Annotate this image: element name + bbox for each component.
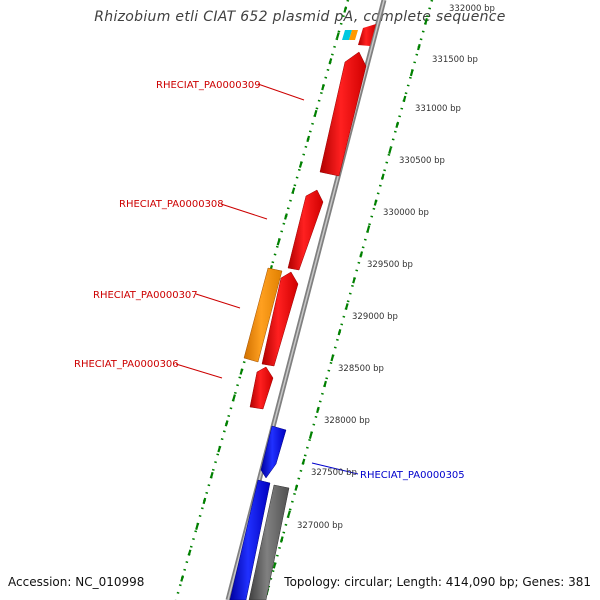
major-tick [321,84,325,91]
major-tick [343,6,348,13]
scale-label: 330500 bp [399,156,445,166]
gene-labels: RHECIAT_PA0000309 RHECIAT_PA0000308 RHEC… [74,80,465,481]
major-tick [308,432,313,439]
cds-rheciat-pa0000308 [287,189,324,271]
scale-label: 328000 bp [324,416,370,426]
major-tick [284,213,288,220]
major-tick [276,239,281,246]
scale-label: 328500 bp [338,364,384,374]
major-tick [294,484,299,491]
major-tick [202,497,207,505]
major-tick [291,187,296,194]
major-tick [279,536,284,543]
major-tick [287,510,291,517]
scale-label: 329000 bp [352,312,398,322]
map-title: Rhizobium etli CIAT 652 plasmid pA, comp… [94,9,506,25]
major-tick [328,58,333,65]
cds-top [358,24,376,46]
gene-label: RHECIAT_PA0000306 [74,359,179,370]
major-tick [359,251,364,258]
major-tick [195,523,199,530]
gene-rheciat-pa0000307 [243,267,283,363]
major-tick [187,549,192,556]
gene-label: RHECIAT_PA0000305 [360,470,465,481]
topology-summary: Topology: circular; Length: 414,090 bp; … [284,575,591,589]
major-tick [337,329,342,336]
major-tick [209,471,214,479]
major-tick [380,173,385,180]
scale-label: 332000 bp [449,4,495,14]
major-tick [330,354,335,362]
cds-rheciat-pa0000305 [260,425,287,479]
major-tick [232,394,236,401]
major-tick [395,121,400,129]
major-tick [373,199,378,206]
major-tick [272,562,277,569]
scale-labels: 327000 bp 327500 bp 328000 bp 328500 bp … [297,4,495,531]
leader-307 [195,293,241,309]
major-tick [366,225,371,232]
cds-rheciat-pa0000309 [319,51,367,177]
major-tick [344,303,349,310]
major-tick [402,95,407,103]
outer-major-ticks [265,18,428,595]
scale-label: 331000 bp [415,104,461,114]
major-tick [409,69,414,77]
cds-blue-lower [229,479,271,600]
leader-306 [175,363,223,379]
gene-label: RHECIAT_PA0000307 [93,290,198,301]
scale-label: 330000 bp [383,208,429,218]
scale-label: 327000 bp [297,521,343,531]
small-orange-feature [349,30,358,40]
major-tick [352,277,356,284]
gray-feature [248,484,290,600]
scale-label: 331500 bp [432,55,478,65]
scale-label: 329500 bp [367,260,413,270]
leader-308 [220,203,268,220]
major-tick [316,406,320,414]
gene-label: RHECIAT_PA0000309 [156,80,261,91]
accession-text: Accession: NC_010998 [8,575,145,589]
major-tick [323,380,327,388]
major-tick [313,109,318,117]
cyan-feature [342,30,352,40]
cds-red-behind-307 [261,271,299,367]
scale-label: 327500 bp [311,468,357,478]
major-tick [180,575,185,582]
leader-305 [311,462,359,475]
gene-label: RHECIAT_PA0000308 [119,199,224,210]
major-tick [335,32,340,39]
major-tick [306,135,311,143]
leader-309 [257,83,305,101]
major-tick [424,18,428,25]
major-tick [388,147,392,154]
major-tick [298,161,303,168]
major-tick [224,420,229,427]
major-tick [217,445,222,453]
major-tick [301,458,306,465]
major-tick [417,43,421,51]
cds-rheciat-pa0000306 [249,366,274,410]
major-tick [239,368,244,375]
